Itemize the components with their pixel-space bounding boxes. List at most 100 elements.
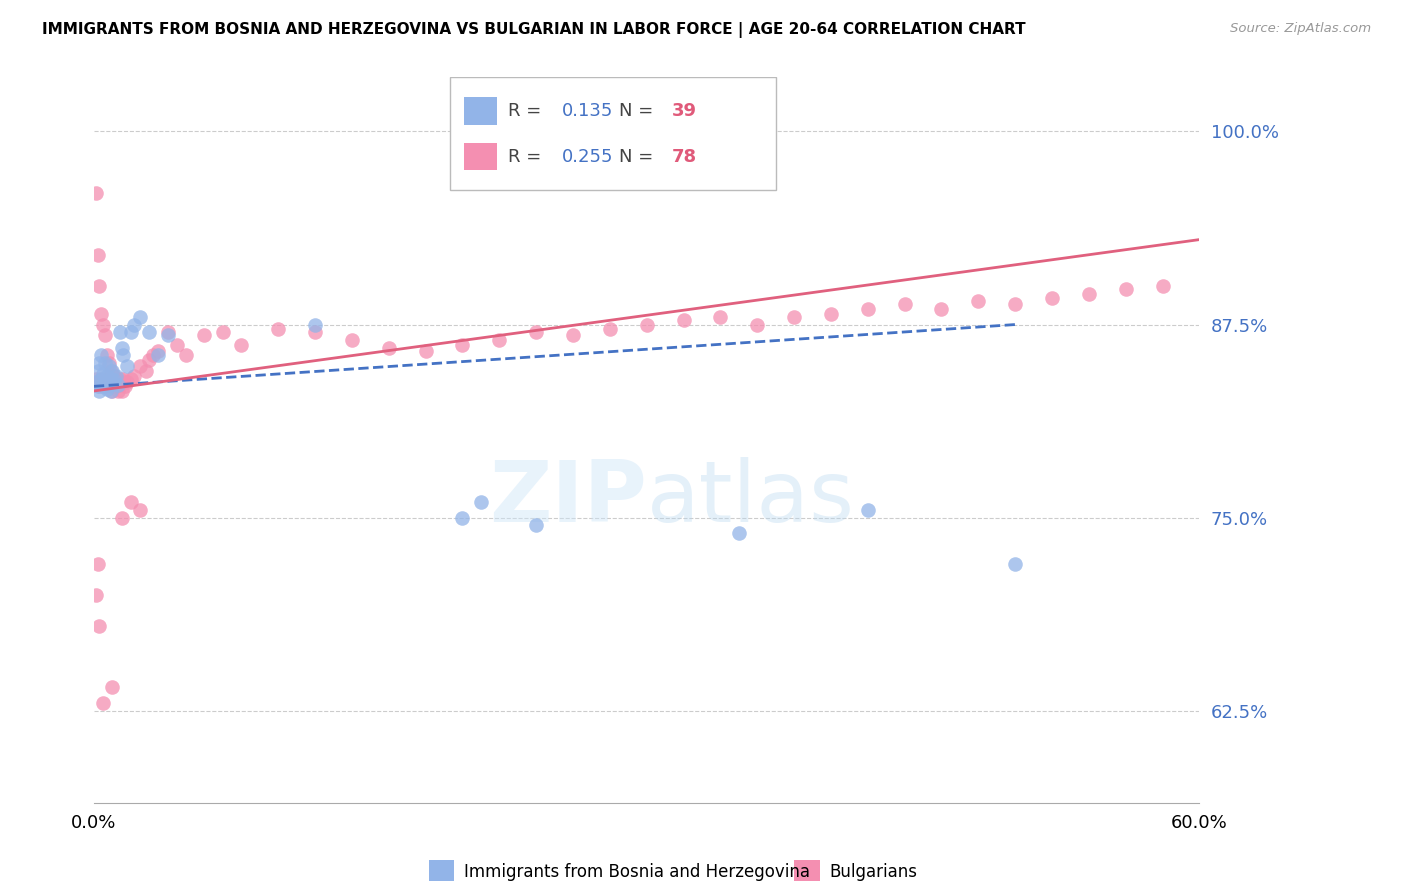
Point: [124, 368, 146, 383]
Point: [115, 359, 138, 374]
Point: [231, 337, 253, 351]
Point: [166, 337, 188, 351]
Point: [672, 313, 695, 327]
Point: [138, 325, 160, 339]
Point: [100, 375, 122, 389]
Point: [114, 379, 136, 393]
Point: [470, 495, 492, 509]
Point: [105, 371, 128, 385]
Point: [112, 348, 135, 362]
Point: [84, 186, 107, 201]
FancyBboxPatch shape: [464, 143, 498, 170]
Point: [174, 348, 197, 362]
Point: [90, 307, 112, 321]
Point: [112, 371, 135, 385]
Point: [103, 368, 125, 383]
Point: [1077, 286, 1099, 301]
Point: [97, 359, 120, 374]
Point: [108, 325, 131, 339]
Point: [636, 318, 658, 332]
Point: [90, 348, 112, 362]
Text: 39: 39: [672, 102, 697, 120]
Point: [893, 297, 915, 311]
Text: R =: R =: [509, 102, 547, 120]
Point: [101, 681, 124, 695]
Point: [451, 510, 474, 524]
Point: [304, 318, 326, 332]
Point: [110, 341, 132, 355]
Point: [91, 318, 114, 332]
Point: [100, 371, 122, 385]
Point: [101, 376, 124, 391]
Point: [84, 588, 107, 602]
Text: R =: R =: [509, 147, 547, 166]
Point: [96, 371, 118, 385]
Point: [1152, 279, 1174, 293]
FancyBboxPatch shape: [450, 78, 776, 190]
Point: [488, 333, 510, 347]
Point: [89, 618, 111, 632]
Point: [120, 325, 142, 339]
Point: [89, 356, 111, 370]
Point: [94, 356, 117, 370]
Point: [1040, 291, 1063, 305]
Point: [86, 375, 108, 389]
Point: [267, 322, 290, 336]
Point: [148, 348, 170, 362]
Point: [86, 248, 108, 262]
Text: Immigrants from Bosnia and Herzegovina: Immigrants from Bosnia and Herzegovina: [464, 863, 810, 881]
Point: [101, 384, 124, 398]
Point: [156, 325, 179, 339]
Point: [1004, 557, 1026, 571]
Point: [856, 302, 879, 317]
Point: [100, 384, 122, 398]
Point: [84, 371, 107, 385]
Point: [97, 379, 120, 393]
Point: [148, 343, 170, 358]
Point: [156, 328, 179, 343]
Point: [94, 328, 117, 343]
Point: [86, 557, 108, 571]
Text: Bulgarians: Bulgarians: [830, 863, 918, 881]
Point: [599, 322, 621, 336]
Point: [105, 379, 128, 393]
Point: [91, 367, 114, 381]
Point: [103, 373, 125, 387]
Point: [107, 375, 129, 389]
Point: [451, 337, 474, 351]
Point: [524, 325, 547, 339]
Point: [94, 379, 117, 393]
Text: Source: ZipAtlas.com: Source: ZipAtlas.com: [1230, 22, 1371, 36]
Point: [709, 310, 731, 324]
Point: [110, 375, 132, 389]
Point: [783, 310, 806, 324]
Point: [96, 368, 118, 383]
Point: [820, 307, 842, 321]
Point: [377, 341, 399, 355]
Point: [1004, 297, 1026, 311]
Point: [524, 518, 547, 533]
Point: [727, 526, 749, 541]
Point: [89, 279, 111, 293]
Text: IMMIGRANTS FROM BOSNIA AND HERZEGOVINA VS BULGARIAN IN LABOR FORCE | AGE 20-64 C: IMMIGRANTS FROM BOSNIA AND HERZEGOVINA V…: [42, 22, 1026, 38]
Point: [967, 294, 990, 309]
Point: [107, 384, 129, 398]
Point: [193, 328, 215, 343]
Point: [91, 696, 114, 710]
FancyBboxPatch shape: [464, 97, 498, 125]
Point: [96, 348, 118, 362]
Point: [107, 377, 129, 392]
Point: [108, 371, 131, 385]
Point: [84, 375, 107, 389]
Point: [105, 368, 128, 383]
Point: [100, 364, 122, 378]
Point: [129, 359, 152, 374]
Point: [138, 353, 160, 368]
Text: atlas: atlas: [647, 457, 855, 540]
Point: [120, 495, 142, 509]
Point: [1115, 282, 1137, 296]
Point: [97, 377, 120, 392]
Point: [340, 333, 363, 347]
Point: [212, 325, 235, 339]
Point: [129, 310, 152, 324]
